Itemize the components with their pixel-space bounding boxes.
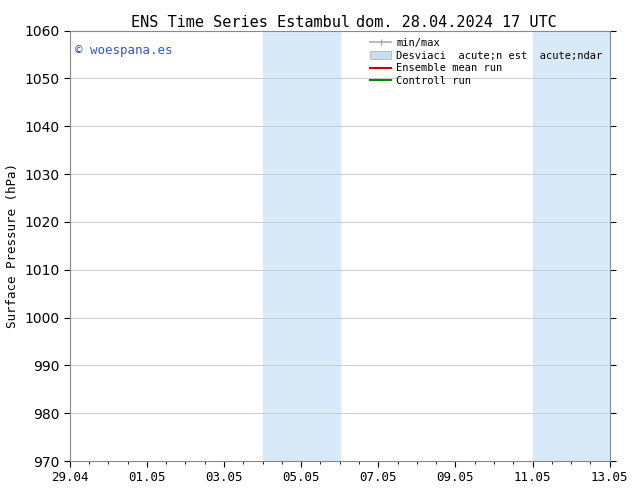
Text: © woespana.es: © woespana.es: [75, 44, 172, 56]
Bar: [262, 31, 340, 461]
Bar: [533, 31, 610, 461]
Text: ENS Time Series Estambul: ENS Time Series Estambul: [131, 15, 351, 30]
Y-axis label: Surface Pressure (hPa): Surface Pressure (hPa): [6, 163, 18, 328]
Text: dom. 28.04.2024 17 UTC: dom. 28.04.2024 17 UTC: [356, 15, 557, 30]
Legend: min/max, Desviaci  acute;n est  acute;ndar, Ensemble mean run, Controll run: min/max, Desviaci acute;n est acute;ndar…: [368, 36, 604, 88]
